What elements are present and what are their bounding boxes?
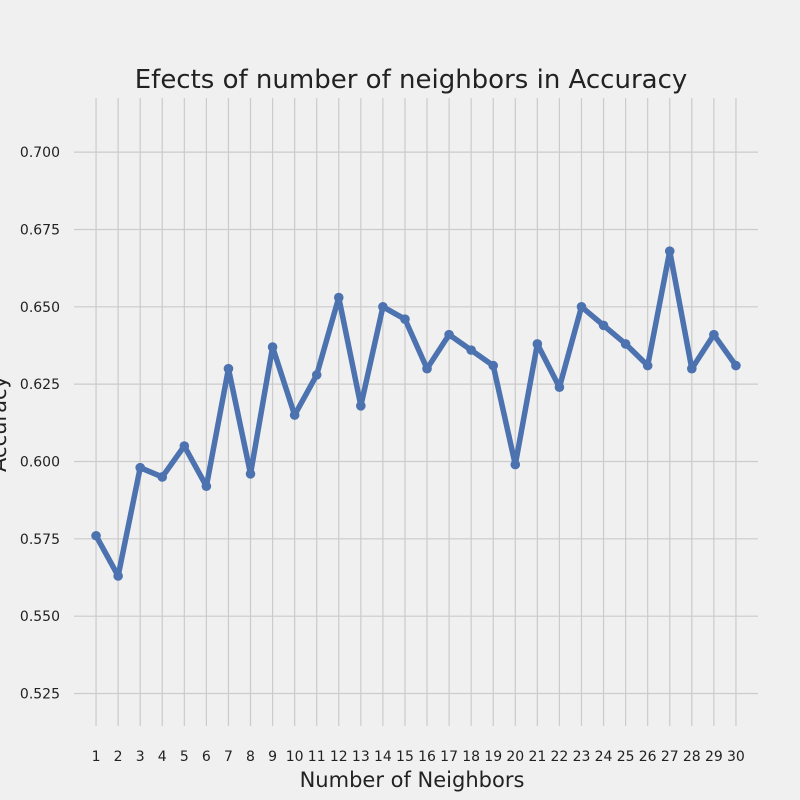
x-tick-label: 16 — [418, 749, 436, 765]
y-tick-label: 0.625 — [20, 377, 60, 393]
x-tick-label: 22 — [551, 749, 569, 765]
x-tick-label: 19 — [484, 749, 502, 765]
accuracy-point — [333, 292, 344, 303]
accuracy-point — [466, 345, 476, 355]
accuracy-point — [422, 363, 432, 374]
x-tick-label: 13 — [352, 749, 370, 765]
x-tick-label: 1 — [92, 749, 101, 765]
y-axis-label: Accuracy — [0, 376, 11, 472]
x-tick-label: 15 — [396, 749, 414, 765]
x-tick-label: 28 — [683, 749, 701, 765]
accuracy-point — [356, 401, 366, 411]
x-tick-label: 6 — [202, 749, 211, 765]
x-tick-label: 30 — [727, 749, 745, 765]
x-tick-label: 29 — [705, 749, 723, 765]
x-tick-label: 21 — [528, 749, 546, 765]
x-tick-labels: 1 2 3 4 5 6 7 8 9 10 11 12 13 14 15 16 17 18 19 20 21 22 23 24 2… — [92, 749, 745, 765]
accuracy-point — [157, 472, 168, 482]
x-axis-label: Number of Neighbors — [300, 768, 525, 792]
x-tick-label: 4 — [158, 749, 167, 765]
accuracy-point — [598, 320, 609, 331]
accuracy-point — [91, 530, 101, 541]
x-tick-label: 27 — [661, 749, 679, 765]
accuracy-point — [223, 363, 234, 374]
x-tick-label: 7 — [224, 749, 233, 765]
accuracy-point — [378, 302, 388, 312]
chart-title: Efects of number of neighbors in Accurac… — [135, 65, 688, 95]
accuracy-point — [532, 339, 543, 349]
x-tick-label: 17 — [440, 749, 458, 765]
accuracy-point — [664, 246, 675, 256]
grid — [74, 98, 758, 726]
accuracy-point — [642, 360, 653, 371]
accuracy-point — [289, 410, 300, 420]
accuracy-point — [488, 360, 499, 371]
x-tick-label: 11 — [308, 749, 326, 765]
accuracy-point — [576, 302, 587, 312]
x-tick-label: 18 — [462, 749, 480, 765]
series-layer — [91, 246, 741, 581]
accuracy-point — [267, 342, 278, 352]
y-tick-label: 0.700 — [20, 145, 60, 161]
accuracy-point — [510, 459, 521, 470]
accuracy-point — [201, 481, 212, 492]
x-tick-label: 20 — [506, 749, 524, 765]
x-tick-label: 5 — [180, 749, 189, 765]
x-tick-label: 3 — [136, 749, 145, 765]
accuracy-point — [709, 329, 719, 340]
accuracy-point — [113, 571, 123, 581]
y-tick-labels: 0.525 0.550 0.575 0.600 0.625 0.650 0.675 0.700 — [20, 145, 60, 702]
accuracy-point — [245, 469, 256, 479]
x-tick-label: 10 — [286, 749, 304, 765]
y-tick-label: 0.650 — [20, 300, 60, 316]
accuracy-point — [311, 370, 322, 380]
accuracy-point — [444, 329, 454, 340]
accuracy-point — [620, 339, 631, 349]
y-tick-label: 0.550 — [20, 609, 60, 625]
x-tick-label: 9 — [268, 749, 277, 765]
accuracy-point — [400, 314, 410, 324]
accuracy-point — [687, 363, 697, 374]
x-tick-label: 8 — [246, 749, 255, 765]
x-tick-label: 25 — [617, 749, 635, 765]
x-tick-label: 2 — [114, 749, 123, 765]
accuracy-point — [554, 382, 565, 393]
accuracy-point — [135, 462, 145, 473]
x-tick-label: 12 — [330, 749, 348, 765]
y-tick-label: 0.525 — [20, 687, 60, 703]
accuracy-point — [179, 441, 190, 451]
accuracy-line — [93, 248, 739, 579]
y-tick-label: 0.575 — [20, 532, 60, 548]
x-tick-label: 23 — [573, 749, 591, 765]
y-tick-label: 0.675 — [20, 222, 60, 238]
x-tick-label: 14 — [374, 749, 392, 765]
x-tick-label: 26 — [639, 749, 657, 765]
y-tick-label: 0.600 — [20, 454, 60, 470]
x-tick-label: 24 — [595, 749, 613, 765]
accuracy-point — [731, 360, 741, 371]
